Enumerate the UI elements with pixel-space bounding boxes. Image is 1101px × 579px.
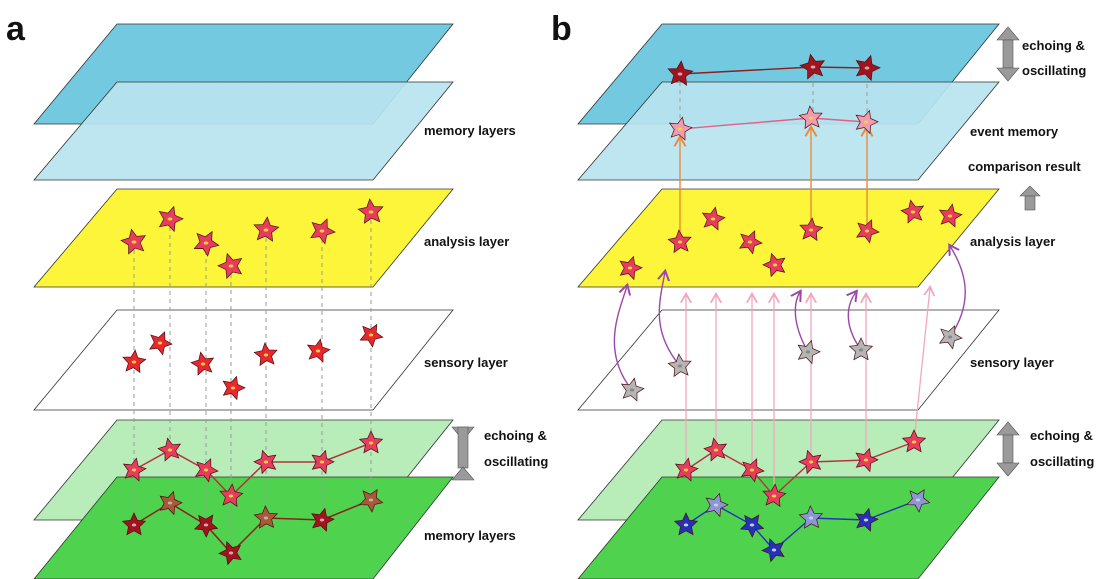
- neuron-nucleus: [910, 210, 916, 214]
- neuron-nucleus: [915, 498, 921, 502]
- neuron-nucleus: [629, 388, 635, 392]
- sensory-layer-label-b: sensory layer: [970, 355, 1054, 370]
- neuron-nucleus: [863, 458, 869, 462]
- analysis-layer-a: [33, 188, 454, 288]
- neuron-nucleus: [749, 468, 755, 472]
- neuron-nucleus: [677, 364, 683, 368]
- neuron-nucleus: [228, 551, 234, 555]
- neuron-nucleus: [677, 72, 683, 76]
- echo-label-a-line1: echoing &: [484, 428, 547, 443]
- neuron-nucleus: [368, 333, 374, 337]
- echo-label-a-line2: oscillating: [484, 454, 548, 469]
- neuron-nucleus: [805, 350, 811, 354]
- event-memory-label: event memory: [970, 124, 1059, 139]
- echo-arrow-a: [451, 426, 475, 481]
- neuron-nucleus: [863, 120, 869, 124]
- neuron-nucleus: [947, 214, 953, 218]
- neuron-nucleus: [808, 460, 814, 464]
- echo-label-b-top-line2: oscillating: [1022, 63, 1086, 78]
- neuron-nucleus: [683, 468, 689, 472]
- neuron-nucleus: [203, 468, 209, 472]
- memory-layer-bottom-b: [577, 476, 1000, 579]
- comparison-result-label: comparison result: [968, 159, 1081, 174]
- neuron-nucleus: [677, 127, 683, 131]
- echo-label-b-bottom-line1: echoing &: [1030, 428, 1093, 443]
- panel-b: b echoing & oscillating event memory com…: [551, 10, 1094, 579]
- neuron-nucleus: [808, 516, 814, 520]
- neuron-nucleus: [368, 441, 374, 445]
- sensory-layer-label-a: sensory layer: [424, 355, 508, 370]
- panel-a-letter: a: [6, 10, 26, 48]
- echo-label-b-bottom-line2: oscillating: [1030, 454, 1094, 469]
- neuron-nucleus: [772, 263, 778, 267]
- sensory-layer-b: [577, 309, 1000, 411]
- neuron-nucleus: [203, 523, 209, 527]
- neuron-nucleus: [771, 494, 777, 498]
- analysis-layer-label-b: analysis layer: [970, 234, 1055, 249]
- neuron-nucleus: [228, 264, 234, 268]
- neuron-nucleus: [263, 460, 269, 464]
- purple-arrows: [613, 246, 966, 391]
- neuron-nucleus: [263, 228, 269, 232]
- memory-layers-top-label: memory layers: [424, 123, 516, 138]
- neuron-nucleus: [713, 448, 719, 452]
- neuron-nucleus: [747, 240, 753, 244]
- echo-arrow-b-bottom: [996, 421, 1020, 477]
- neuron-nucleus: [710, 217, 716, 221]
- panel-b-letter: b: [551, 10, 572, 48]
- neuron-nucleus: [713, 503, 719, 507]
- neuron-nucleus: [131, 468, 137, 472]
- neuron-nucleus: [808, 228, 814, 232]
- neuron-nucleus: [810, 65, 816, 69]
- echo-label-b-top-line1: echoing &: [1022, 38, 1085, 53]
- neuron-nucleus: [167, 448, 173, 452]
- neuron-nucleus: [131, 523, 137, 527]
- orange-arrows: [680, 128, 867, 240]
- analysis-layer-b: [577, 188, 1000, 288]
- neurons-a: [120, 198, 384, 566]
- neuron-nucleus: [167, 501, 173, 505]
- neuron-nucleus: [167, 217, 173, 221]
- memory-layers-bottom-label: memory layers: [424, 528, 516, 543]
- neuron-nucleus: [858, 348, 864, 352]
- sensory-layer-a: [33, 309, 454, 411]
- neuron-nucleus: [677, 240, 683, 244]
- echo-arrow-b-top: [996, 26, 1020, 82]
- neuron-nucleus: [263, 516, 269, 520]
- neuron-nucleus: [131, 360, 137, 364]
- neuron-nucleus: [864, 229, 870, 233]
- neuron-nucleus: [319, 460, 325, 464]
- pink-arrows: [686, 288, 930, 494]
- neuron-nucleus: [228, 494, 234, 498]
- neuron-nucleus: [319, 518, 325, 522]
- neuron-nucleus: [200, 362, 206, 366]
- neuron-nucleus: [808, 116, 814, 120]
- neuron-nucleus: [771, 548, 777, 552]
- neuron-nucleus: [627, 266, 633, 270]
- analysis-layer-label-a: analysis layer: [424, 234, 509, 249]
- neuron-nucleus: [749, 523, 755, 527]
- panel-a: a memory layers analysis layer sensory l…: [6, 10, 548, 579]
- neurons-b: [619, 53, 963, 563]
- neuron-nucleus: [863, 518, 869, 522]
- neuron-nucleus: [368, 498, 374, 502]
- memory-layer-bottom-a: [33, 476, 454, 579]
- neuron-nucleus: [911, 440, 917, 444]
- neuron-nucleus: [947, 335, 953, 339]
- neuron-nucleus: [864, 66, 870, 70]
- neuron-nucleus: [319, 229, 325, 233]
- comparison-arrow: [1019, 185, 1041, 211]
- neuron-nucleus: [203, 241, 209, 245]
- neuron-nucleus: [230, 386, 236, 390]
- neuron-nucleus: [263, 353, 269, 357]
- neuron-nucleus: [368, 210, 374, 214]
- neuron-nucleus: [157, 341, 163, 345]
- neuron-nucleus: [683, 523, 689, 527]
- neuron-nucleus: [131, 240, 137, 244]
- neuron-nucleus: [315, 349, 321, 353]
